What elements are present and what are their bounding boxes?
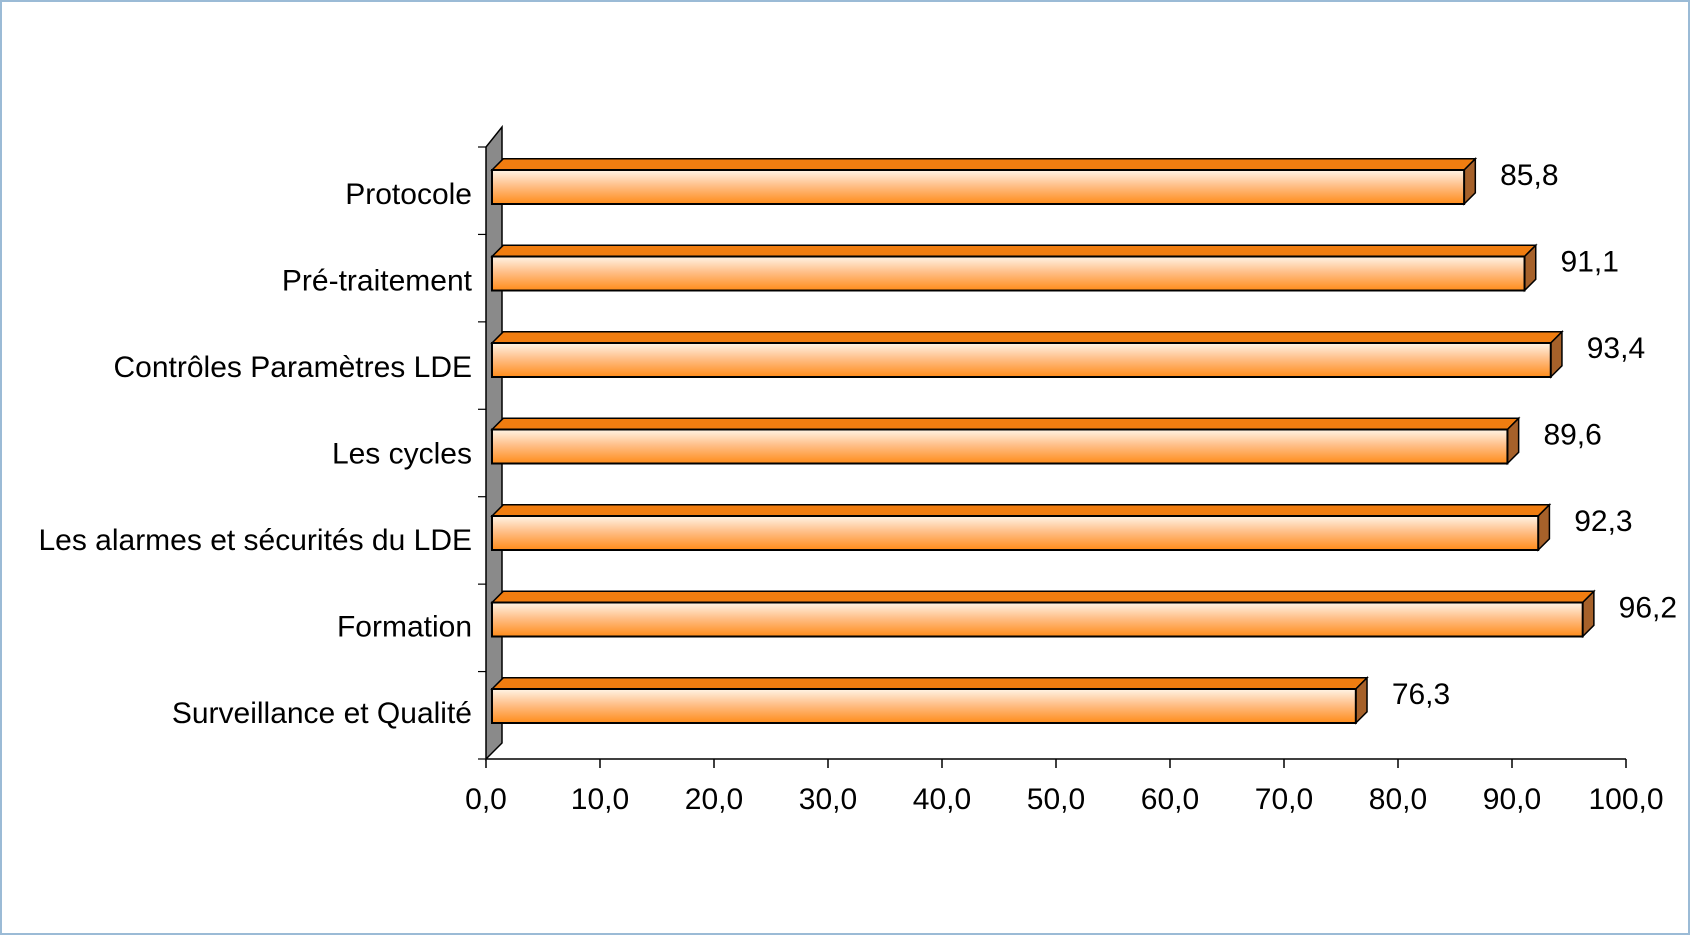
bar-top-face [490,331,1564,344]
labels: 85,8 Protocole 91,1 Pré-traitement 93,4 Contr… [38,159,1677,730]
bar [490,243,1538,293]
data-label: 85,8 [1500,159,1558,192]
x-tick-label: 100,0 [1588,783,1663,816]
data-label: 76,3 [1392,678,1450,711]
bar [490,502,1552,552]
bar-top-face [490,504,1552,517]
bar-top-face [490,417,1521,431]
category-label: Pré-traitement [282,265,473,298]
category-label: Surveillance et Qualité [172,697,472,730]
bar [490,675,1369,725]
bar-top-face [490,677,1369,690]
category-label: Les cycles [332,438,472,471]
bar-front-face [491,342,1552,378]
data-label: 96,2 [1619,592,1677,625]
category-label: Formation [337,611,472,644]
x-tick-label: 70,0 [1255,783,1313,816]
bar-front-face [491,601,1584,638]
x-tick-label: 40,0 [913,783,971,816]
x-tick-label: 90,0 [1483,783,1541,816]
x-tick-label: 20,0 [685,783,743,816]
data-label: 92,3 [1574,505,1632,538]
bar [490,416,1521,466]
bar [490,589,1596,639]
bar-front-face [491,255,1526,292]
bar [490,329,1564,379]
x-tick-label: 30,0 [799,783,857,816]
data-label: 89,6 [1543,419,1601,452]
x-tick-label: 10,0 [571,783,629,816]
bar-top-face [490,158,1478,171]
x-tick-label: 50,0 [1027,783,1085,816]
bar-front-face [491,688,1357,724]
bar-front-face [491,515,1540,551]
bar-top-face [490,244,1538,258]
x-tick-label: 60,0 [1141,783,1199,816]
category-label: Contrôles Paramètres LDE [114,351,472,384]
bar-top-face [490,590,1596,604]
x-tick-label: 80,0 [1369,783,1427,816]
bar-front-face [491,169,1466,205]
bar [490,156,1478,206]
bar-front-face [491,428,1509,465]
x-tick-label: 0,0 [465,783,507,816]
category-label: Les alarmes et sécurités du LDE [38,524,472,557]
data-label: 91,1 [1561,246,1619,279]
x-axis: 0,0 10,0 20,0 30,0 40,0 50,0 60,0 70,0 80,0 90,0 1… [465,758,1664,816]
bars [490,156,1596,725]
data-label: 93,4 [1587,332,1645,365]
category-label: Protocole [345,178,472,211]
